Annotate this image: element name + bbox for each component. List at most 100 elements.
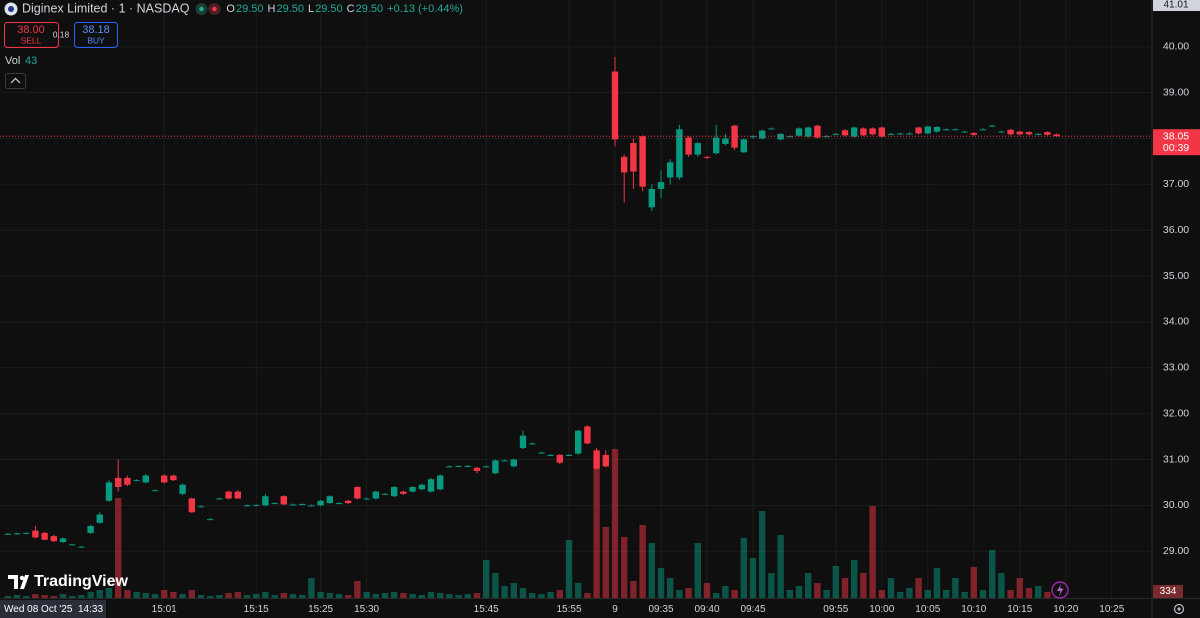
- candle-body: [943, 129, 950, 131]
- x-tick-label: 09:40: [694, 604, 719, 615]
- y-tick-label: 34.00: [1163, 316, 1189, 328]
- lightning-icon: [1057, 584, 1064, 596]
- candle-body: [713, 137, 720, 154]
- candle-body: [69, 544, 76, 546]
- volume-bar: [437, 593, 444, 598]
- volume-bar: [759, 511, 766, 598]
- y-tick-label: 37.00: [1163, 178, 1189, 190]
- lightning-button[interactable]: [1051, 581, 1069, 599]
- collapse-button[interactable]: [5, 73, 26, 89]
- candle-body: [455, 465, 462, 467]
- volume-bar: [363, 592, 370, 598]
- buy-button[interactable]: [74, 22, 118, 48]
- candle-body: [1007, 129, 1014, 135]
- candle-body: [335, 503, 343, 505]
- volume-bar: [234, 592, 241, 598]
- candle-body: [998, 131, 1005, 133]
- y-tick-label: 35.00: [1163, 270, 1189, 282]
- countdown: 00:39: [1163, 142, 1189, 154]
- candle-body: [280, 496, 287, 505]
- candle-body: [124, 477, 131, 485]
- candle-body: [961, 131, 968, 133]
- volume-bar: [667, 578, 674, 598]
- logo-text: TradingView: [34, 573, 129, 590]
- volume-bar: [124, 590, 131, 598]
- candle-body: [952, 129, 959, 131]
- x-tick-label: 15:25: [308, 604, 333, 615]
- change-pct: (+0.44%): [418, 3, 463, 15]
- x-tick-label: 15:15: [244, 604, 269, 615]
- volume-bar: [409, 594, 416, 598]
- sell-price: 38.00: [17, 24, 45, 36]
- volume-bar: [924, 590, 931, 598]
- volume-bar: [115, 498, 122, 598]
- volume-bar: [391, 592, 398, 598]
- settings-button[interactable]: [1173, 603, 1185, 615]
- candle-body: [437, 475, 444, 490]
- volume-bar: [59, 594, 67, 598]
- candle-body: [979, 129, 987, 131]
- volume-bar: [529, 593, 536, 598]
- top-price-label: 41.01: [1163, 0, 1188, 11]
- candle-body: [805, 127, 812, 137]
- volume-bar: [427, 592, 435, 598]
- volume-bar: [805, 573, 812, 598]
- candle-body: [207, 519, 214, 521]
- volume-bar: [326, 593, 333, 598]
- spread: 0.18: [53, 29, 70, 39]
- volume-bar: [179, 594, 186, 598]
- volume-bar: [161, 590, 168, 598]
- volume-bar: [731, 590, 738, 598]
- volume-bar: [786, 590, 793, 598]
- volume-bar: [354, 581, 361, 598]
- volume-bar: [1025, 588, 1033, 598]
- candle-body: [179, 484, 186, 494]
- settings-icon: [1177, 607, 1181, 611]
- candle-body: [418, 484, 425, 490]
- volume-bar: [685, 588, 692, 598]
- candle-body: [308, 505, 315, 507]
- candle-body: [575, 430, 582, 454]
- volume-bar: [556, 590, 563, 598]
- candle-body: [492, 460, 499, 474]
- candle-body: [860, 128, 867, 136]
- volume-bar: [188, 590, 195, 598]
- candle-body: [685, 137, 692, 155]
- candle-body: [1025, 132, 1033, 135]
- y-tick-label: 30.00: [1163, 499, 1189, 511]
- candle-body: [611, 71, 619, 140]
- volume-bar: [4, 596, 11, 598]
- candle-body: [409, 487, 416, 492]
- volume-bar: [142, 593, 149, 598]
- candle-body: [538, 452, 545, 454]
- volume-bar: [841, 578, 849, 598]
- volume-axis-label: 334: [1160, 586, 1177, 597]
- volume-bar: [69, 596, 76, 598]
- volume-bar: [262, 592, 269, 598]
- candle-body: [630, 143, 637, 172]
- change: +0.13: [387, 3, 415, 15]
- candle-body: [464, 465, 471, 467]
- volume-bar: [23, 596, 30, 598]
- volume-bar: [897, 592, 904, 598]
- x-tick-label: 15:55: [556, 604, 581, 615]
- y-tick-label: 32.00: [1163, 407, 1189, 419]
- volume-bar: [418, 595, 425, 598]
- volume-bar: [1035, 586, 1042, 598]
- y-tick-label: 31.00: [1163, 453, 1189, 465]
- candle-body: [427, 479, 435, 492]
- status-dot-inner: [212, 6, 217, 12]
- volume-layer: [4, 449, 1060, 598]
- candle-body: [869, 128, 876, 135]
- volume-bar: [280, 593, 287, 598]
- sell-button[interactable]: [4, 22, 59, 48]
- candle-body: [400, 491, 407, 494]
- x-tick-label: 15:30: [354, 604, 379, 615]
- candle-body: [657, 182, 665, 189]
- candle-body: [161, 475, 168, 483]
- volume-legend-value: 43: [25, 55, 37, 67]
- status-dot-inner: [199, 6, 204, 12]
- volume-bar: [501, 586, 508, 598]
